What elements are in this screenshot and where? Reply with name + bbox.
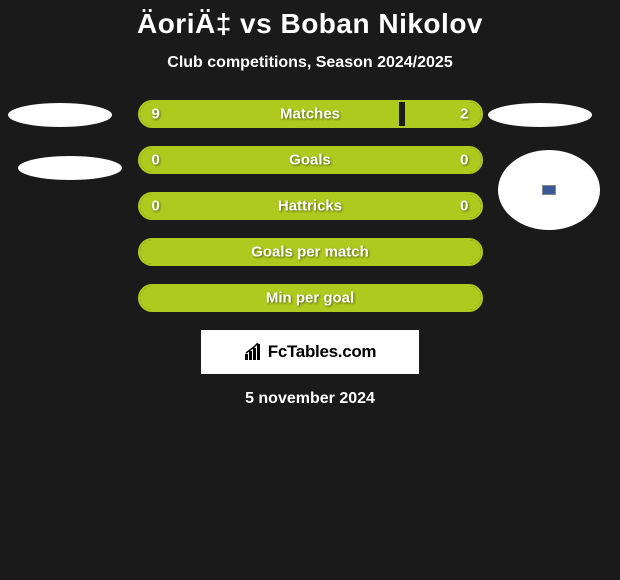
brand-box: FcTables.com [201,330,419,374]
stat-row: Goals per match [138,238,483,266]
stat-fill-left [140,102,399,126]
stat-row: Goals 0 0 [138,146,483,174]
stat-fill-right [405,102,480,126]
subtitle: Club competitions, Season 2024/2025 [0,54,620,72]
stat-value-right: 0 [460,152,468,169]
stat-label: Goals [289,152,331,169]
stat-value-right: 2 [460,106,468,123]
player-left-shadow-2 [18,156,122,180]
stat-row: Hattricks 0 0 [138,192,483,220]
brand-label: FcTables.com [268,342,377,362]
stat-row: Min per goal [138,284,483,312]
comparison-chart: Matches 9 2 Goals 0 0 Hattricks 0 0 Goals per mat… [0,100,620,408]
player-right-avatar [498,150,600,230]
brand-text: FcTables.com [244,342,377,362]
flag-icon [542,185,556,195]
stat-label: Matches [280,106,340,123]
stat-value-right: 0 [460,198,468,215]
stat-label: Min per goal [266,290,354,307]
stat-label: Goals per match [251,244,369,261]
page-title: ÄoriÄ‡ vs Boban Nikolov [0,0,620,40]
date-label: 5 november 2024 [0,390,620,408]
player-left-shadow-1 [8,103,112,127]
chart-icon [244,343,264,361]
stat-value-left: 9 [152,106,160,123]
stat-value-left: 0 [152,152,160,169]
stat-row: Matches 9 2 [138,100,483,128]
player-right-shadow [488,103,592,127]
stat-label: Hattricks [278,198,342,215]
stat-value-left: 0 [152,198,160,215]
